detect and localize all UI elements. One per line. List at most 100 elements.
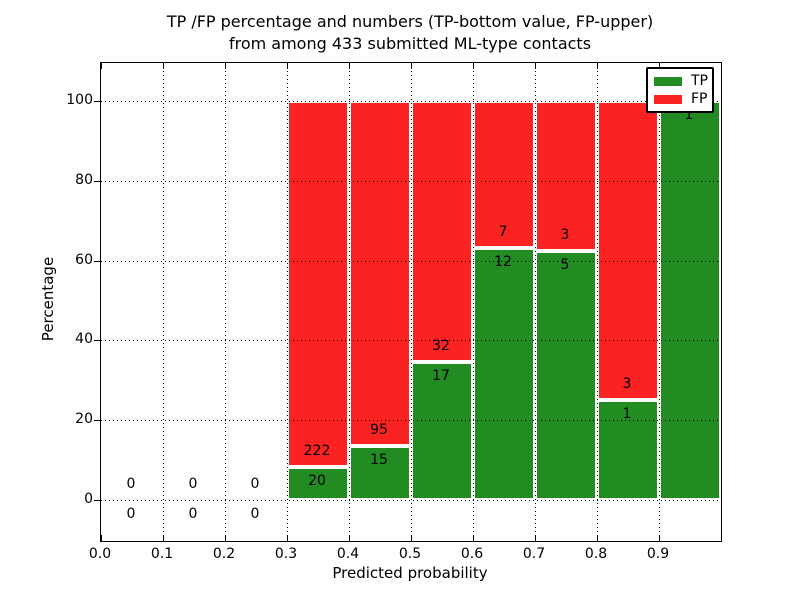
bar-segment-tp [659, 101, 721, 500]
gridline-horizontal [101, 260, 721, 262]
bar-segment-fp [535, 101, 597, 251]
tp-count-label: 0 [250, 506, 260, 522]
gridline-horizontal [101, 500, 721, 501]
y-axis-label: Percentage [39, 256, 57, 342]
y-tick-label: 0 [84, 491, 93, 507]
y-tick-label: 40 [75, 331, 93, 348]
bar-segment-fp [411, 101, 473, 362]
x-tick-top [721, 63, 722, 69]
x-tick-label: 0.0 [88, 546, 112, 562]
gridline-horizontal [101, 180, 721, 182]
chart-title: TP /FP percentage and numbers (TP-bottom… [100, 11, 720, 55]
y-tick-label: 80 [75, 171, 93, 188]
x-tick-top [349, 63, 350, 69]
gridline-horizontal [101, 420, 721, 422]
x-tick-bottom [535, 535, 536, 541]
gridline-vertical [535, 63, 536, 541]
gridline-vertical [597, 63, 598, 541]
y-tick-label: 60 [75, 251, 93, 268]
y-tick-left [94, 420, 101, 422]
x-tick-bottom [287, 535, 288, 541]
x-tick-top [473, 63, 474, 69]
x-tick-top [163, 63, 164, 69]
y-tick-left [94, 180, 101, 182]
tp-count-label: 1 [622, 406, 632, 423]
tp-count-label: 1 [684, 107, 694, 123]
bar-segment-fp [287, 101, 349, 468]
x-tick-top [101, 63, 102, 69]
legend-swatch-fp [654, 94, 682, 104]
bar-segment-fp [597, 101, 659, 401]
fp-count-label: 3 [622, 376, 632, 393]
y-tick-label: 100 [66, 92, 93, 108]
x-tick-top [597, 63, 598, 69]
bar-segment-tp [349, 445, 411, 500]
y-tick-left [94, 101, 101, 102]
x-tick-label: 0.4 [336, 546, 360, 562]
fp-count-label: 0 [126, 476, 136, 492]
gridline-vertical [163, 63, 164, 541]
chart-title-line1: TP /FP percentage and numbers (TP-bottom… [166, 12, 654, 31]
x-tick-top [535, 63, 536, 69]
tp-count-label: 0 [126, 506, 136, 522]
x-tick-bottom [101, 535, 102, 541]
gridline-vertical [473, 63, 474, 541]
y-tick-left [94, 260, 101, 262]
gridline-vertical [287, 63, 288, 541]
x-tick-label: 0.1 [150, 546, 174, 562]
x-tick-bottom [411, 535, 412, 541]
bar-segment-tp [473, 248, 535, 500]
x-tick-label: 0.6 [460, 546, 484, 562]
x-tick-label: 0.7 [522, 546, 546, 562]
tp-count-label: 12 [494, 254, 512, 270]
bar-segment-fp [349, 101, 411, 446]
tp-count-label: 17 [432, 367, 450, 384]
y-tick-left [94, 500, 101, 501]
x-tick-bottom [473, 535, 474, 541]
bar-segment-tp [411, 361, 473, 500]
x-tick-bottom [659, 535, 660, 541]
fp-count-label: 7 [498, 224, 508, 240]
x-tick-top [225, 63, 226, 69]
tp-count-label: 20 [308, 473, 326, 490]
bar-segment-tp [597, 400, 659, 500]
legend-swatch-tp [654, 76, 682, 86]
x-tick-bottom [225, 535, 226, 541]
legend-label-tp: TP [691, 73, 708, 89]
y-tick-label: 20 [75, 411, 93, 428]
tp-count-label: 15 [370, 451, 388, 468]
fp-count-label: 95 [370, 421, 388, 438]
gridline-vertical [659, 63, 660, 541]
fp-count-label: 32 [432, 337, 450, 354]
fp-count-label: 0 [250, 476, 260, 492]
legend-entry-fp: FP [654, 91, 708, 107]
gridline-horizontal [101, 101, 721, 102]
x-tick-top [287, 63, 288, 69]
fp-count-label: 0 [188, 476, 198, 492]
x-tick-label: 0.3 [274, 546, 298, 562]
gridline-horizontal [101, 340, 721, 342]
x-axis-label: Predicted probability [332, 564, 488, 582]
x-tick-bottom [597, 535, 598, 541]
gridline-vertical [411, 63, 412, 541]
x-tick-bottom [349, 535, 350, 541]
x-tick-bottom [721, 535, 722, 541]
gridline-vertical [225, 63, 226, 541]
x-tick-label: 0.8 [584, 546, 608, 562]
gridline-vertical [349, 63, 350, 541]
x-tick-label: 0.5 [398, 546, 422, 562]
chart-title-line2: from among 433 submitted ML-type contact… [228, 34, 592, 53]
legend-entry-tp: TP [654, 73, 708, 89]
plot-area [94, 62, 722, 542]
x-tick-label: 0.2 [212, 546, 236, 562]
bar-segment-tp [535, 250, 597, 500]
tp-count-label: 0 [188, 506, 198, 522]
fp-count-label: 222 [303, 443, 331, 460]
fp-count-label: 3 [560, 226, 570, 243]
legend-label-fp: FP [691, 91, 708, 107]
x-tick-top [659, 63, 660, 69]
x-tick-top [411, 63, 412, 69]
tp-count-label: 5 [560, 256, 570, 273]
y-tick-left [94, 340, 101, 342]
